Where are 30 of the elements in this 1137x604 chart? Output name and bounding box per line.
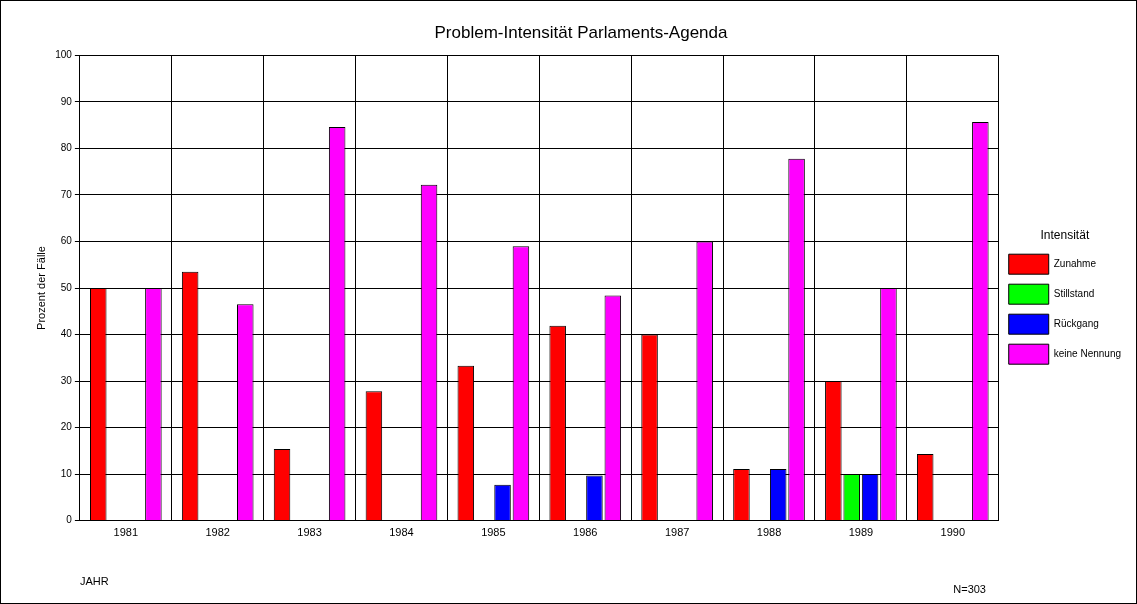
y-axis-title: Prozent der Fälle — [34, 246, 47, 330]
x-tick-label: 1983 — [297, 526, 322, 539]
x-tick-label: 1982 — [205, 526, 230, 539]
x-tick-label: 1990 — [940, 526, 966, 539]
x-tick-label: 1987 — [664, 526, 690, 539]
legend-label: Rückgang — [1053, 317, 1099, 329]
y-tick-label: 100 — [55, 49, 73, 61]
x-tick-label: 1986 — [573, 526, 598, 539]
legend-title: Intensität — [1040, 228, 1090, 243]
chart-title: Problem-Intensität Parlaments-Agenda — [434, 22, 728, 42]
x-tick-label: 1988 — [756, 526, 782, 539]
legend-label: Zunahme — [1053, 257, 1097, 269]
text: N=303 — [953, 582, 986, 595]
legend-label: keine Nennung — [1053, 347, 1122, 359]
x-tick-label: 1985 — [481, 526, 506, 539]
y-tick-label: 80 — [60, 142, 73, 154]
y-tick-label: 0 — [66, 514, 73, 526]
y-tick-label: 20 — [60, 421, 73, 433]
legend-label: Stillstand — [1053, 287, 1095, 299]
x-tick-label: 1989 — [848, 526, 874, 539]
y-tick-label: 50 — [60, 281, 73, 293]
y-tick-label: 60 — [60, 235, 73, 247]
y-tick-label: 90 — [60, 95, 73, 107]
y-tick-label: 30 — [60, 374, 73, 386]
y-tick-label: 70 — [60, 188, 73, 200]
x-tick-label: 1984 — [389, 526, 414, 539]
x-axis-title: JAHR — [79, 575, 109, 588]
y-tick-label: 10 — [60, 467, 73, 479]
x-tick-label: 1981 — [113, 526, 139, 539]
y-tick-label: 40 — [60, 328, 73, 340]
